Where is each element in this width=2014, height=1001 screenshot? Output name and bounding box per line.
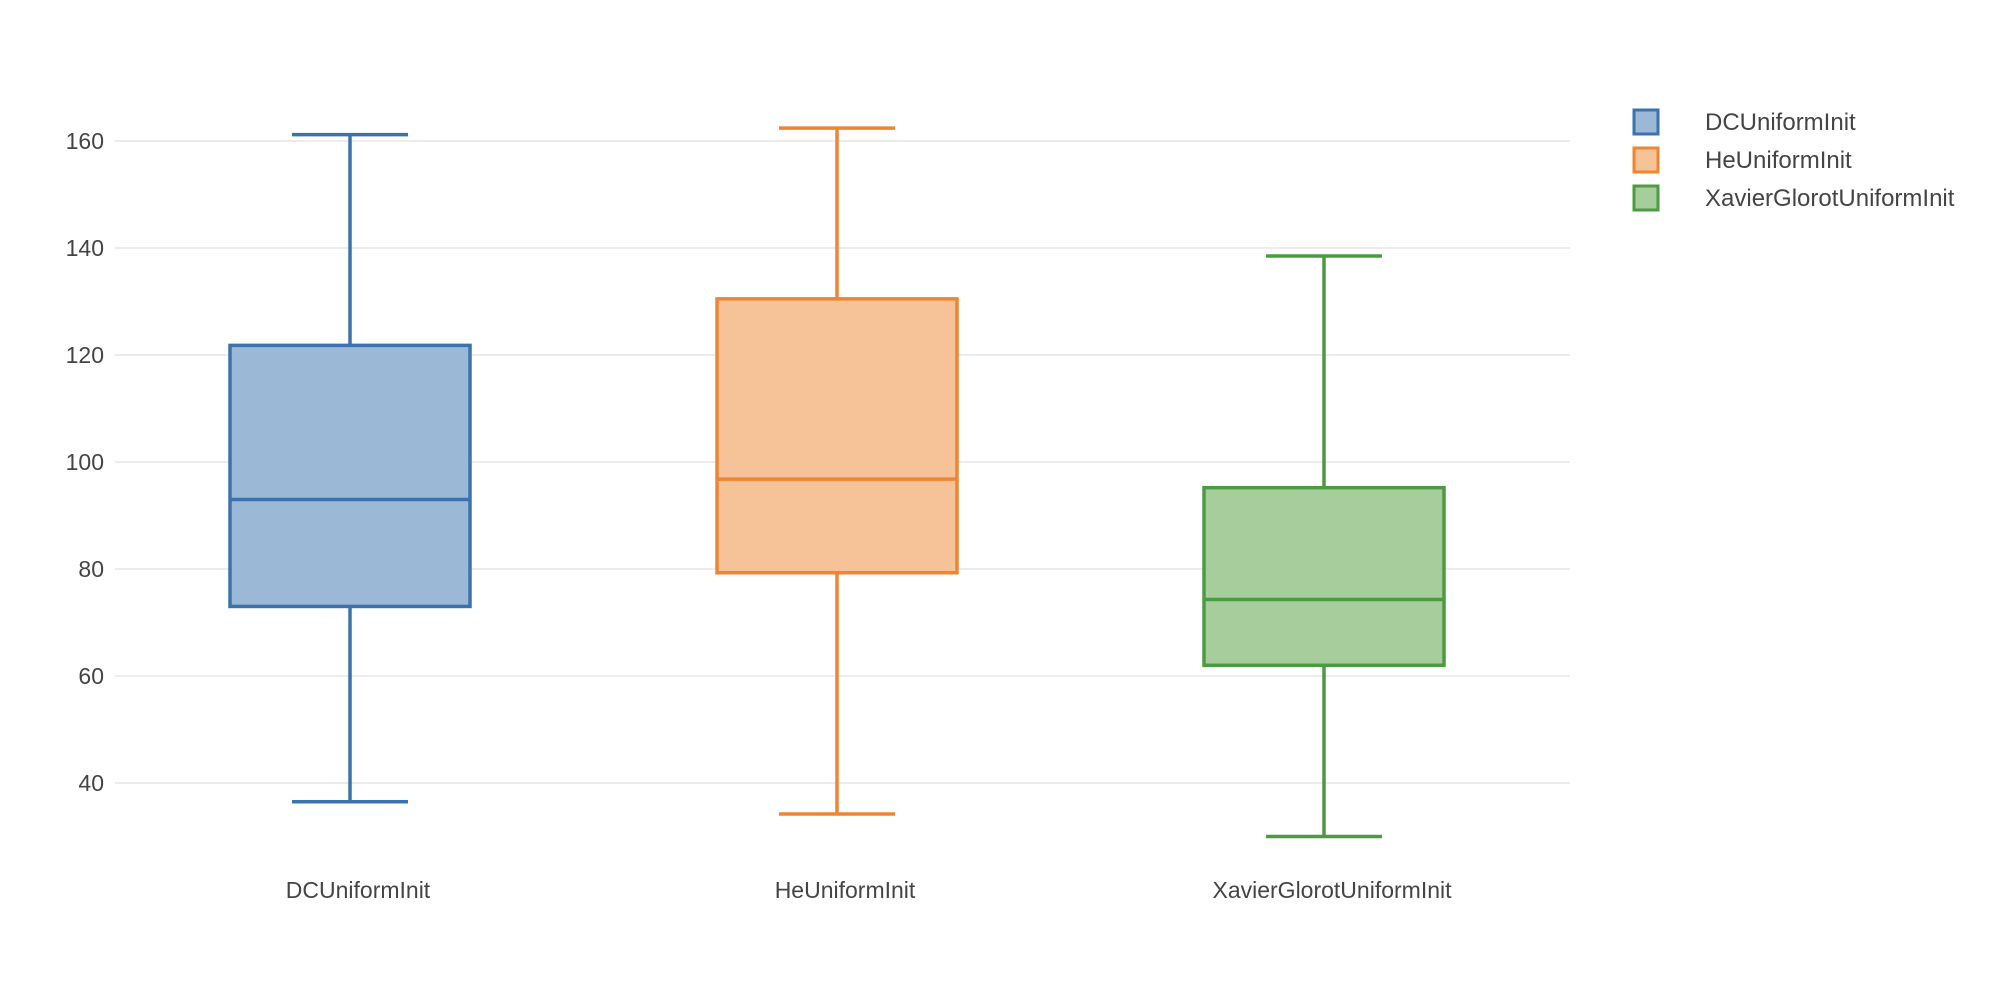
x-category-label: DCUniformInit: [286, 877, 431, 903]
y-tick-label: 140: [66, 235, 104, 261]
iqr-box: [1202, 485, 1446, 668]
box-layer: [228, 126, 1446, 839]
y-tick-label: 80: [78, 556, 104, 582]
box-DCUniformInit: [228, 132, 472, 804]
iqr-box: [228, 343, 472, 609]
box-XavierGlorotUniformInit: [1202, 254, 1446, 839]
legend-swatch: [1632, 108, 1660, 136]
legend-label: HeUniformInit: [1705, 147, 1852, 174]
legend-item: XavierGlorotUniformInit: [1632, 184, 1955, 212]
y-tick-label: 160: [66, 128, 104, 154]
legend: DCUniformInit HeUniformInit XavierGlorotUn…: [1632, 108, 1955, 212]
y-tick-label: 40: [78, 770, 104, 796]
x-axis-categories: DCUniformInit HeUniformInit XavierGlorotUn…: [286, 877, 1452, 903]
iqr-box: [715, 297, 959, 575]
y-axis-ticks: 40 60 80 100 120 140 160: [66, 128, 104, 796]
legend-item: HeUniformInit: [1632, 146, 1852, 174]
legend-label: DCUniformInit: [1705, 109, 1856, 136]
y-tick-label: 100: [66, 449, 104, 475]
x-category-label: XavierGlorotUniformInit: [1212, 877, 1452, 903]
legend-swatch: [1632, 146, 1660, 174]
legend-swatch: [1632, 184, 1660, 212]
box-HeUniformInit: [715, 126, 959, 816]
y-tick-label: 120: [66, 342, 104, 368]
y-tick-label: 60: [78, 663, 104, 689]
legend-item: DCUniformInit: [1632, 108, 1856, 136]
x-category-label: HeUniformInit: [775, 877, 916, 903]
legend-label: XavierGlorotUniformInit: [1705, 185, 1955, 212]
